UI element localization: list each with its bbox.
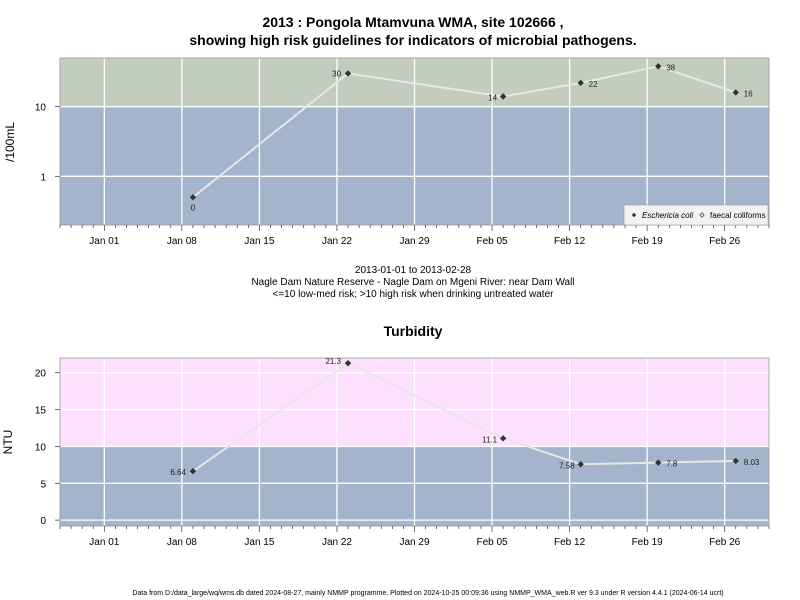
chart-title-line1: 2013 : Pongola Mtamvuna WMA, site 102666… xyxy=(262,14,563,30)
series-line xyxy=(192,362,736,472)
data-point xyxy=(499,435,507,442)
data-point xyxy=(732,89,739,96)
x-tick-label: Jan 22 xyxy=(322,537,352,548)
ecoli-y-axis-label: /100mL xyxy=(3,122,17,162)
turbidity-y-axis-label: NTU xyxy=(1,430,15,455)
data-label: 21.3 xyxy=(325,357,341,366)
data-label: 6.64 xyxy=(170,468,186,477)
x-tick-label: Feb 05 xyxy=(476,537,508,548)
data-point xyxy=(732,457,739,465)
x-tick-label: Feb 12 xyxy=(554,537,586,548)
turbidity-title: Turbidity xyxy=(384,323,443,339)
data-label: 16 xyxy=(744,89,753,98)
x-tick-label: Jan 22 xyxy=(322,236,352,247)
turbidity-plot-panel: Jan 01 Jan 08 Jan 15 Jan 22 Jan 29 Feb 05 Feb … xyxy=(35,357,770,548)
x-tick-label: Feb 19 xyxy=(632,236,664,247)
data-label: 7.8 xyxy=(666,460,678,469)
x-tick-label: Feb 26 xyxy=(709,236,741,247)
y-tick-label: 0 xyxy=(40,516,46,527)
legend-label-faecal: faecal coliforms xyxy=(710,211,766,220)
caption-site: Nagle Dam Nature Reserve - Nagle Dam on … xyxy=(251,277,574,288)
ecoli-plot-panel: Jan 01 Jan 08 Jan 15 Jan 22 Jan 29 Feb 05 Feb … xyxy=(35,57,770,247)
y-tick-label: 1 xyxy=(40,172,46,183)
data-label: 7.58 xyxy=(559,461,575,470)
x-tick-label: Jan 08 xyxy=(167,537,197,548)
data-point xyxy=(577,79,584,87)
data-point xyxy=(655,63,662,70)
x-tick-label: Jan 01 xyxy=(89,236,119,247)
data-point xyxy=(577,461,584,468)
legend: Eschericia coli faecal coliforms xyxy=(623,204,769,226)
y-tick-label: 10 xyxy=(35,442,47,453)
data-label: 8.03 xyxy=(744,458,760,467)
series-line xyxy=(192,65,737,199)
x-tick-label: Feb 26 xyxy=(709,537,741,548)
x-tick-label: Feb 19 xyxy=(632,537,664,548)
data-label: 0 xyxy=(191,203,196,212)
data-point xyxy=(344,70,352,77)
y-tick-label: 20 xyxy=(35,369,47,380)
x-tick-label: Feb 05 xyxy=(476,236,508,247)
data-point xyxy=(655,459,662,466)
data-point xyxy=(499,93,507,100)
x-tick-label: Jan 15 xyxy=(244,236,274,247)
chart-title-line2: showing high risk guidelines for indicat… xyxy=(189,32,636,48)
data-point xyxy=(344,359,352,367)
caption-date-range: 2013-01-01 to 2013-02-28 xyxy=(355,265,472,276)
y-tick-label: 10 xyxy=(35,103,47,114)
y-tick-label: 5 xyxy=(40,479,46,490)
data-label: 38 xyxy=(666,63,675,72)
y-tick-label: 15 xyxy=(35,406,47,417)
data-label: 30 xyxy=(332,69,341,78)
data-point xyxy=(189,467,197,475)
data-point xyxy=(189,194,197,201)
footer-note: Data from D:/data_large/wq/wms.db dated … xyxy=(132,590,723,597)
legend-label-ecoli: Eschericia coli xyxy=(642,211,693,220)
x-tick-label: Feb 12 xyxy=(554,236,586,247)
x-tick-label: Jan 29 xyxy=(399,236,429,247)
data-label: 22 xyxy=(589,80,598,89)
data-label: 14 xyxy=(488,94,497,103)
legend-box xyxy=(623,204,769,226)
data-label: 11.1 xyxy=(482,435,498,444)
legend-marker-faecal xyxy=(699,212,705,218)
x-tick-label: Jan 08 xyxy=(167,236,197,247)
x-tick-label: Jan 15 xyxy=(244,537,274,548)
x-tick-label: Jan 01 xyxy=(89,537,119,548)
caption-risk-note: <=10 low-med risk; >10 high risk when dr… xyxy=(273,289,555,300)
legend-marker-ecoli xyxy=(631,212,637,218)
x-tick-label: Jan 29 xyxy=(399,537,429,548)
